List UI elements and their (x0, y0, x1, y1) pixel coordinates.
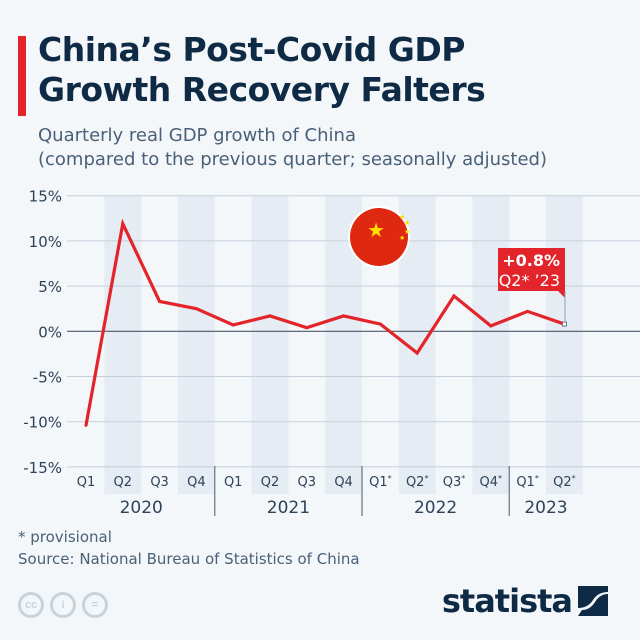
page-title: China’s Post-Covid GDP Growth Recovery F… (38, 30, 486, 110)
latest-point-marker (562, 321, 567, 327)
svg-text:★: ★ (399, 234, 405, 242)
data-point (526, 309, 530, 313)
title-line-1: China’s Post-Covid GDP (38, 30, 465, 69)
y-tick-label: 0% (38, 323, 62, 341)
y-tick-label: -15% (23, 459, 62, 477)
data-point (342, 314, 346, 318)
x-tick-label: Q4* (480, 474, 503, 490)
column-band (251, 196, 289, 494)
by-icon: i (50, 592, 76, 618)
column-band (104, 196, 142, 494)
cc-icon: cc (18, 592, 44, 618)
column-band (178, 196, 215, 494)
x-tick-label: Q1 (224, 475, 243, 490)
x-tick-label: Q2* (406, 474, 429, 490)
accent-bar (18, 36, 26, 116)
x-tick-label: Q2* (553, 474, 576, 490)
data-point (231, 323, 235, 327)
title-line-2: Growth Recovery Falters (38, 70, 486, 109)
x-tick-label: Q3 (298, 475, 317, 490)
data-point (415, 351, 419, 355)
data-point (84, 423, 88, 427)
x-tick-label: Q1* (369, 474, 392, 490)
subtitle: Quarterly real GDP growth of China (comp… (38, 124, 547, 172)
year-label: 2020 (120, 498, 163, 518)
svg-text:★: ★ (404, 228, 410, 236)
x-tick-label: Q3* (443, 474, 466, 490)
source: Source: National Bureau of Statistics of… (18, 550, 360, 568)
x-tick-label: Q1 (77, 475, 96, 490)
data-point (158, 299, 162, 303)
year-label: 2023 (524, 498, 567, 518)
data-point (378, 322, 382, 326)
y-tick-label: 15% (29, 188, 62, 206)
column-band (546, 196, 583, 494)
nd-icon: = (82, 592, 108, 618)
y-tick-label: 5% (38, 278, 62, 296)
y-tick-label: 10% (29, 233, 62, 251)
data-point (452, 294, 456, 298)
data-point (121, 222, 125, 226)
footnote: * provisional (18, 528, 112, 546)
data-point (194, 307, 198, 311)
x-tick-label: Q2 (261, 475, 280, 490)
x-tick-label: Q2 (114, 475, 133, 490)
svg-text:★: ★ (367, 218, 385, 242)
x-tick-label: Q4 (187, 475, 206, 490)
latest-value-callout: +0.8% Q2* ’23 (498, 248, 566, 322)
subtitle-line-1: Quarterly real GDP growth of China (38, 125, 356, 146)
x-tick-label: Q4 (334, 475, 353, 490)
svg-text:★: ★ (404, 219, 410, 227)
year-label: 2021 (267, 498, 310, 518)
callout-value: +0.8% (502, 251, 560, 270)
data-point (489, 324, 493, 328)
x-tick-label: Q1* (516, 474, 539, 490)
data-point (268, 314, 272, 318)
gdp-growth-line (84, 218, 565, 426)
brand-text: statista (441, 582, 573, 620)
data-point (305, 326, 309, 330)
column-band (472, 196, 510, 494)
license-icons[interactable]: cc i = (18, 592, 108, 618)
callout-label: Q2* ’23 (499, 271, 560, 290)
statista-logo-icon (578, 586, 608, 616)
statista-logo[interactable]: statista (442, 582, 608, 620)
y-tick-label: -10% (23, 414, 62, 432)
x-tick-label: Q3 (150, 475, 169, 490)
year-label: 2022 (414, 498, 457, 518)
y-tick-label: -5% (33, 369, 62, 387)
svg-text:★: ★ (399, 213, 405, 221)
subtitle-line-2: (compared to the previous quarter; seaso… (38, 149, 547, 170)
china-flag-icon: ★ ★ ★ ★ ★ (348, 206, 410, 268)
